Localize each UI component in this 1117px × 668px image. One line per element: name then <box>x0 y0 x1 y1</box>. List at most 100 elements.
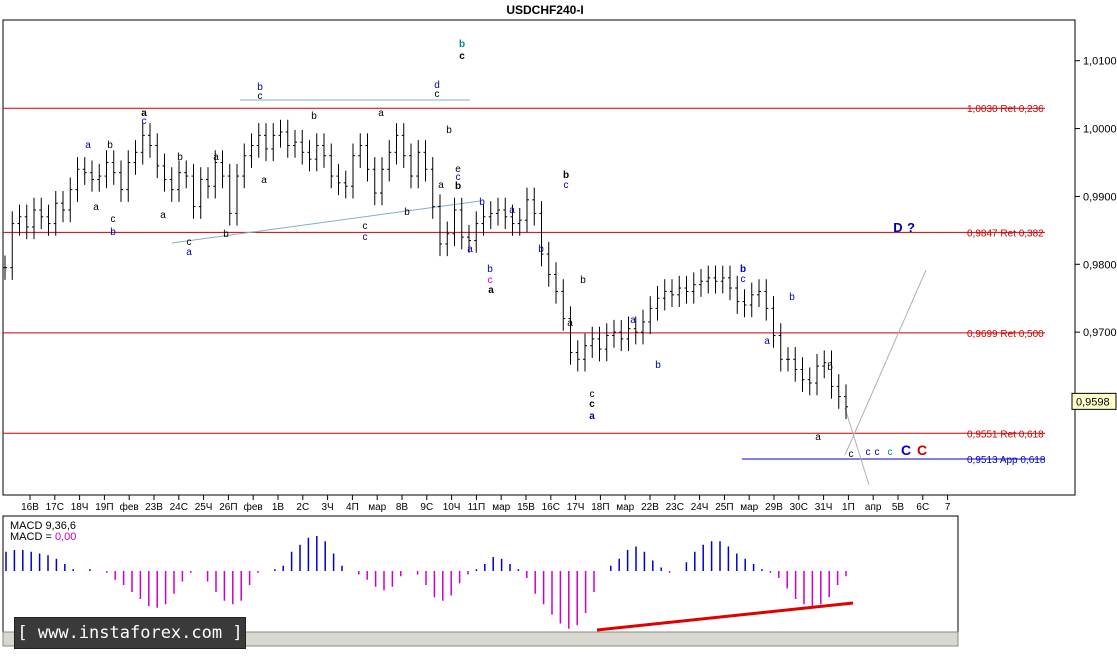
macd-signal-prefix: MACD = <box>10 531 55 543</box>
time-tick-label: 9С <box>420 502 433 513</box>
wave-label: b <box>455 181 461 192</box>
wave-label: c <box>363 221 368 232</box>
instaforex-watermark: [ www.instaforex.com ] <box>14 617 246 649</box>
wave-label: a <box>213 152 219 163</box>
wave-label: b <box>479 197 485 208</box>
wave-label: b <box>177 152 183 163</box>
time-tick-label: 5В <box>892 502 905 513</box>
time-tick-label: 17С <box>46 502 64 513</box>
wave-label: a <box>815 432 821 443</box>
wave-label: b <box>580 275 586 286</box>
wave-label: b <box>404 207 410 218</box>
time-tick-label: 16С <box>542 502 560 513</box>
time-tick-label: 18Ч <box>71 502 89 513</box>
macd-panel-frame <box>2 515 959 633</box>
time-tick-label: 3Ч <box>321 502 333 513</box>
time-tick-label: 17Ч <box>567 502 585 513</box>
wave-label: b <box>110 227 116 238</box>
price-panel-frame <box>2 19 1076 496</box>
time-tick-label: 8В <box>396 502 409 513</box>
price-tick-label: 0,9900 <box>1083 191 1117 203</box>
wave-label: c <box>564 180 569 191</box>
wave-label: c <box>258 91 263 102</box>
wave-label: b <box>257 82 263 93</box>
time-tick-label: 25Ч <box>195 502 213 513</box>
wave-label: a <box>160 210 166 221</box>
time-tick-label: 23В <box>145 502 163 513</box>
wave-label: a <box>93 202 99 213</box>
wave-label: a <box>764 336 770 347</box>
time-tick-label: 29В <box>765 502 783 513</box>
wave-label: c <box>142 116 147 127</box>
wave-label: a <box>141 108 147 119</box>
wave-label: b <box>446 125 452 136</box>
time-tick-label: 7 <box>945 502 951 513</box>
price-tick-label: 1,0100 <box>1083 56 1117 68</box>
wave-label: c <box>866 447 871 458</box>
time-tick-label: 23С <box>666 502 684 513</box>
time-tick-label: мар <box>616 502 634 513</box>
time-tick-label: 25П <box>715 502 733 513</box>
wave-label: b <box>789 292 795 303</box>
wave-label: b <box>311 111 317 122</box>
wave-label: b <box>223 229 229 240</box>
time-tick-label: апр <box>865 502 882 513</box>
wave-label: c <box>741 274 746 285</box>
projection-up-line <box>844 269 927 456</box>
time-tick-label: 6С <box>916 502 929 513</box>
level-label: 0,9551 Ret 0,618 <box>967 429 1044 440</box>
time-tick-label: мар <box>492 502 510 513</box>
time-tick-label: 10Ч <box>443 502 461 513</box>
wave-label: c <box>590 389 595 400</box>
wave-label: D <box>893 220 902 235</box>
wave-label: c <box>435 89 440 100</box>
wave-label: a <box>85 140 91 151</box>
wave-label: b <box>740 264 746 275</box>
wave-label: c <box>488 275 493 286</box>
time-tick-label: 18П <box>591 502 609 513</box>
time-tick-label: 2С <box>296 502 309 513</box>
time-tick-label: 4П <box>346 502 359 513</box>
chart-title: USDCHF240-I <box>506 3 583 17</box>
wave-label: b <box>107 140 113 151</box>
wave-label: a <box>261 175 267 186</box>
wave-label: c <box>187 237 192 248</box>
level-label: 0,9847 Ret 0,382 <box>967 228 1044 239</box>
wave-label: a <box>630 315 636 326</box>
time-tick-label: фев <box>244 501 263 513</box>
wave-label: c <box>111 214 116 225</box>
time-tick-label: 1П <box>842 502 855 513</box>
wave-label: c <box>849 449 854 460</box>
wave-label: a <box>186 247 192 258</box>
wave-label: C <box>901 442 911 458</box>
wave-label: b <box>827 362 833 373</box>
time-tick-label: 11П <box>468 502 486 513</box>
time-tick-label: 19П <box>95 502 113 513</box>
macd-divergence-line <box>596 601 854 632</box>
price-tick-label: 0,9700 <box>1083 327 1117 339</box>
time-tick-label: 31Ч <box>815 502 833 513</box>
time-tick-label: 24Ч <box>691 502 709 513</box>
macd-signal-label: MACD = 0,00 <box>10 531 76 543</box>
level-label: 0,9513 App 0,618 <box>967 455 1046 466</box>
wave-label: C <box>917 442 927 458</box>
wave-label: a <box>589 411 595 422</box>
wave-label: a <box>567 318 573 329</box>
level-label: 1,0030 Ret 0,236 <box>967 104 1044 115</box>
time-tick-label: 26П <box>219 502 237 513</box>
wave-label: a <box>509 205 515 216</box>
wave-label: c <box>589 399 595 410</box>
price-tick-label: 0,9800 <box>1083 259 1117 271</box>
wave-label: a <box>488 285 494 296</box>
time-tick-label: мар <box>368 502 386 513</box>
wave-label: a <box>438 180 444 191</box>
time-tick-label: 22В <box>641 502 659 513</box>
price-tick-label: 1,0000 <box>1083 124 1117 136</box>
current-price-box <box>1071 392 1117 410</box>
wave-label: c <box>363 232 368 243</box>
wave-label: b <box>538 244 544 255</box>
wave-label: c <box>459 51 465 62</box>
time-tick-label: 24С <box>170 502 188 513</box>
wave-label: a <box>467 244 473 255</box>
